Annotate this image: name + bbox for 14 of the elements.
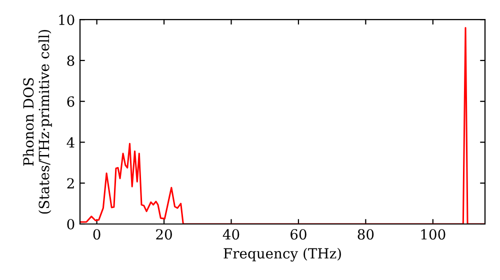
y-tick-label: 6 [67, 96, 74, 107]
y-tick-label: 10 [59, 14, 74, 26]
y-tick-label: 2 [67, 178, 74, 188]
x-tick-label: 40 [222, 229, 240, 240]
x-tick-label: 80 [358, 229, 374, 240]
x-axis-title: Frequency (THz) [224, 248, 341, 262]
y-tick-label: 0 [67, 218, 74, 230]
y-tick-label: 4 [66, 137, 74, 148]
y-axis-title: Phonon DOS (States/THz·primitive cell) [22, 30, 52, 214]
y-tick-label: 8 [67, 55, 74, 66]
x-tick-label: 0 [93, 229, 100, 240]
x-tick-label: 60 [290, 229, 306, 240]
x-tick-label: 100 [421, 229, 446, 240]
x-tick-label: 20 [156, 229, 172, 240]
